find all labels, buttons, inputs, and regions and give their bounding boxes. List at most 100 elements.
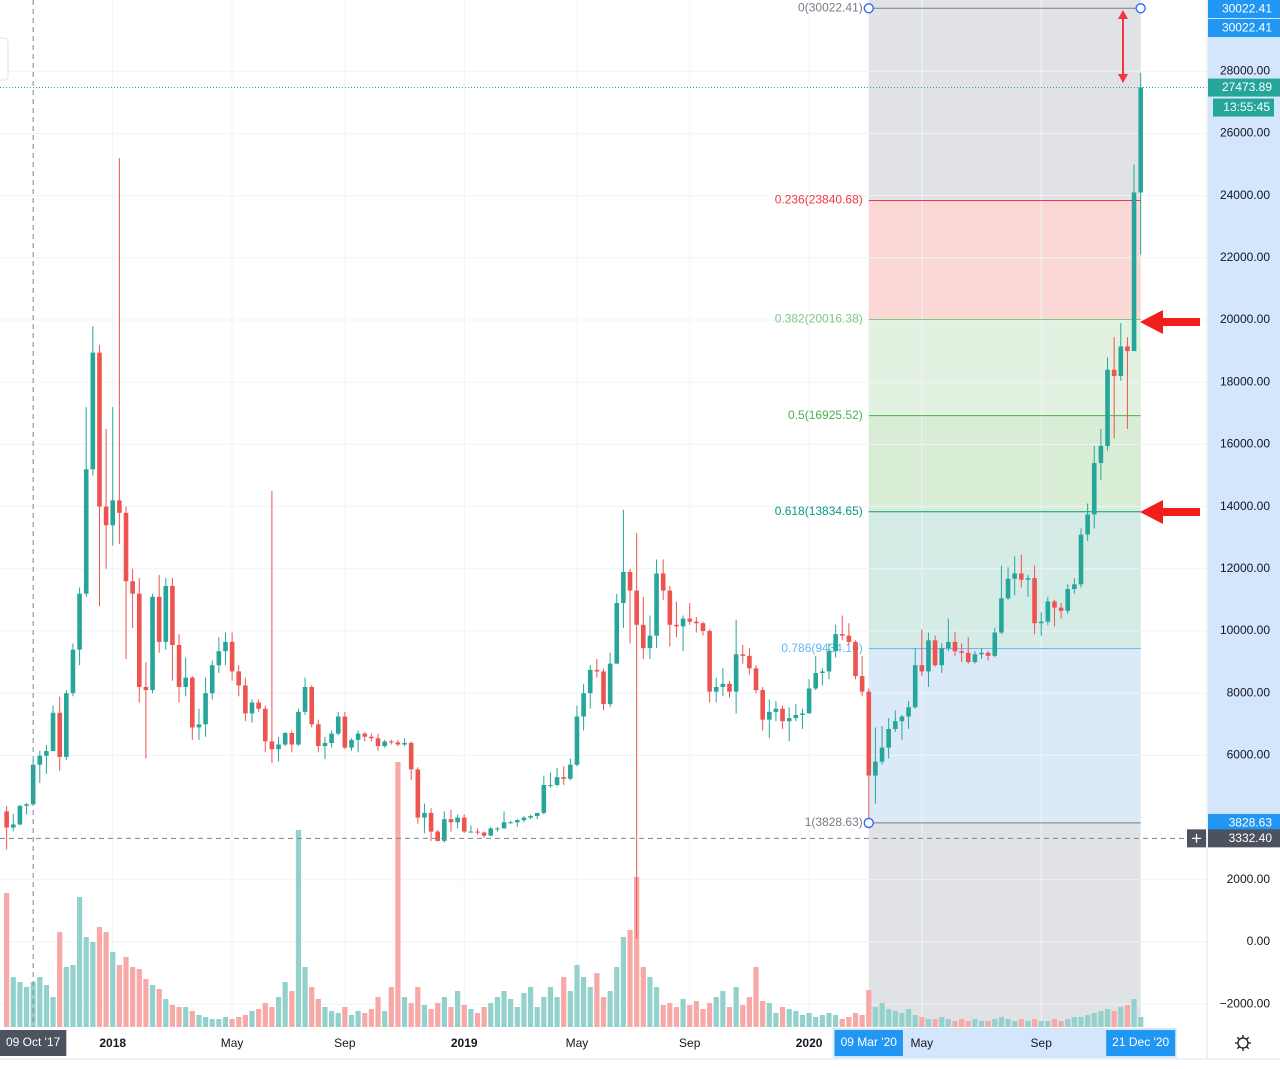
crosshair-price-tag: 3332.40 (1229, 831, 1273, 845)
candle-body (899, 716, 905, 722)
volume-bar (673, 1007, 680, 1027)
volume-bar (176, 1007, 182, 1027)
x-tick-label: Sep (334, 1036, 356, 1050)
candle-body (534, 812, 540, 817)
settings-icon[interactable] (1235, 1035, 1251, 1051)
fib-level-label: 0.786(9434.10) (781, 641, 862, 655)
candle-body (342, 716, 348, 748)
candle-body (223, 641, 228, 652)
volume-bar (289, 991, 295, 1027)
range-start-tag-group: 09 Mar '20 (834, 1030, 903, 1056)
candle-body (793, 714, 799, 719)
candle-body (720, 683, 726, 687)
volume-bar (342, 1007, 348, 1027)
volume-bar (83, 937, 89, 1027)
y-tick-label: 28000.00 (1220, 63, 1270, 77)
volume-bar (1118, 1007, 1124, 1027)
candle-body (766, 711, 772, 720)
y-tick-label: 18000.00 (1220, 374, 1270, 388)
candle-body (932, 640, 938, 666)
candle-body (939, 648, 945, 666)
y-tick-label: 12000.00 (1220, 561, 1270, 575)
price-tag: 3828.63 (1229, 816, 1273, 830)
volume-bar (746, 997, 753, 1027)
range-end-tag-box (1106, 1030, 1176, 1056)
volume-bar (760, 1001, 766, 1027)
candle-body (77, 593, 82, 650)
volume-bar (189, 1011, 195, 1027)
volume-bar (726, 1007, 733, 1027)
volume-bar (600, 997, 607, 1027)
candle-body (442, 819, 447, 841)
candle-body (866, 691, 872, 776)
volume-bar (826, 1013, 832, 1027)
volume-bar (1051, 1019, 1058, 1027)
candle-body (362, 733, 368, 737)
candle-body (455, 817, 460, 823)
candle-body (1125, 346, 1130, 352)
candle-body (594, 669, 600, 672)
fib-layer: 0(30022.41) 0.236(23840.68) 0.382(20016.38… (775, 0, 1141, 829)
candle-body (428, 812, 434, 832)
candle-body (561, 777, 567, 779)
volume-bar (37, 977, 43, 1027)
volume-bar (143, 979, 149, 1027)
price-range-highlight (1208, 0, 1280, 823)
candle-body (1085, 514, 1090, 535)
price-tag: 30022.41 (1222, 2, 1272, 16)
add-icon (1192, 833, 1201, 843)
candle-body (680, 618, 686, 627)
candle-body (289, 733, 295, 745)
volume-bar (547, 987, 554, 1027)
candle-body (302, 686, 308, 712)
volume-bar (992, 1019, 998, 1027)
x-tick-label: Sep (1031, 1036, 1053, 1050)
volume-bar (514, 1007, 520, 1027)
last-price-tag: 27473.89 (1222, 80, 1272, 94)
range-start-tag-box (834, 1030, 903, 1056)
candle-body (229, 641, 235, 672)
candle-body (190, 677, 195, 728)
candle-body (1032, 578, 1037, 624)
candle-body (581, 693, 586, 717)
candle-body (601, 671, 606, 705)
volume-bar (96, 927, 103, 1027)
volume-bar (1025, 1021, 1031, 1027)
candle-body (448, 819, 454, 823)
candle-body (1138, 87, 1143, 193)
volume-bar (985, 1021, 991, 1027)
candle-body (355, 733, 361, 740)
volume-bar (10, 977, 16, 1027)
candle-body (64, 693, 69, 757)
volume-bar (1012, 1021, 1018, 1027)
candle-body (727, 683, 732, 692)
volume-bar (315, 999, 321, 1027)
volume-bar (521, 993, 527, 1027)
volume-bar (103, 932, 109, 1027)
price-tag-box (1208, 813, 1280, 832)
candle-body (103, 506, 109, 526)
candle-body (826, 651, 832, 672)
volume-bar (905, 1009, 912, 1027)
candle-body (839, 634, 845, 636)
candle-body (946, 641, 951, 649)
volume-bar (1038, 1021, 1044, 1027)
volume-bar (653, 987, 660, 1027)
candle-body (773, 708, 779, 712)
candle-body (375, 738, 381, 747)
volume-bar (249, 1011, 255, 1027)
volume-bar (819, 1015, 825, 1027)
volume-bar (4, 893, 10, 1027)
fib-band (868, 319, 1141, 416)
candle-body (521, 817, 527, 821)
candle-body (740, 654, 746, 656)
candle-body (959, 651, 964, 653)
volume-bar (1131, 999, 1137, 1027)
candle-body (587, 669, 593, 694)
volume-bar (627, 930, 633, 1027)
volume-bar (1065, 1019, 1071, 1027)
volume-bar (952, 1021, 958, 1027)
volume-bar (57, 932, 63, 1027)
